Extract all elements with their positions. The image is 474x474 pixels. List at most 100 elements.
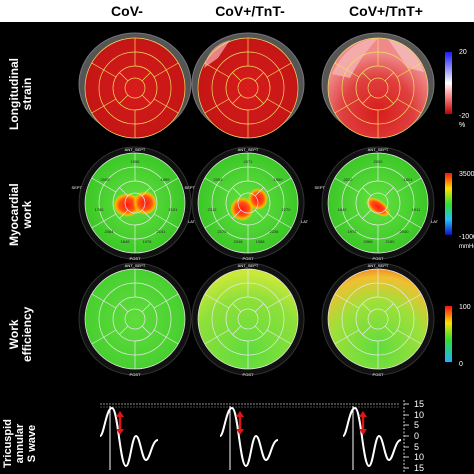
segment-divider — [384, 303, 394, 313]
efficiency-label-top: ANT_SEPT — [125, 263, 146, 268]
segment-divider — [396, 293, 422, 309]
work-hotspot — [365, 197, 391, 217]
strain-bullseye — [85, 38, 185, 138]
segment-divider — [119, 303, 129, 313]
arrow-head-down — [359, 429, 367, 435]
work-label-left: SEPT — [72, 185, 83, 190]
work-segment-value: 2066 — [364, 239, 374, 244]
strain-scale-max: 20 — [459, 49, 467, 56]
segment-divider — [266, 177, 292, 193]
segment-divider — [232, 303, 242, 313]
efficiency-colorbar — [445, 306, 452, 362]
segment-divider — [266, 213, 292, 229]
column-header-cov-neg: CoV- — [111, 3, 143, 19]
efficiency-label-top: ANT_SEPT — [238, 263, 259, 268]
segment-divider — [141, 94, 151, 104]
work-label-top: ANT_SEPT — [238, 147, 259, 152]
work-segment-value: 2270 — [282, 207, 292, 212]
segment-divider — [396, 62, 422, 78]
tricuspid-wave — [99, 406, 159, 468]
work-segment-value: 2312 — [208, 207, 218, 212]
work-grid — [327, 152, 429, 254]
work-segment-value: 1842 — [338, 207, 348, 212]
efficiency-bullseye — [198, 269, 298, 369]
efficiency-label-bottom: POST — [130, 372, 141, 377]
strain-grid — [327, 37, 429, 139]
work-label-bottom: POST — [130, 256, 141, 261]
strain-grid — [84, 37, 186, 139]
segment-divider — [384, 72, 394, 82]
segment-ring — [237, 192, 259, 214]
work-segment-value: 1801 — [404, 177, 414, 182]
segment-divider — [384, 187, 394, 197]
work-segment-value: 2084 — [105, 229, 115, 234]
segment-divider — [362, 187, 372, 197]
work-segment-value: 1911 — [412, 207, 421, 212]
segment-divider — [266, 98, 292, 114]
segment-divider — [204, 329, 230, 345]
segment-divider — [334, 62, 360, 78]
work-segment-value: 1972 — [348, 229, 358, 234]
efficiency-scale-max: 100 — [459, 304, 471, 311]
strain-grid — [197, 37, 299, 139]
segment-divider — [232, 187, 242, 197]
segment-divider — [91, 98, 117, 114]
work-segment-value: 2151 — [157, 229, 167, 234]
segment-divider — [119, 325, 129, 335]
work-segment-value: 1960 — [274, 177, 284, 182]
strain-bullseye — [198, 38, 298, 138]
segment-divider — [119, 94, 129, 104]
segment-divider — [254, 187, 264, 197]
efficiency-grid — [327, 268, 429, 370]
work-scale-max: 3500 — [459, 171, 474, 178]
segment-divider — [384, 325, 394, 335]
segment-divider — [91, 177, 117, 193]
segment-divider — [91, 213, 117, 229]
wave-axis-tick-label: 15 — [414, 399, 424, 409]
segment-divider — [384, 94, 394, 104]
segment-divider — [232, 94, 242, 104]
segment-divider — [334, 293, 360, 309]
work-segment-value: 2236 — [270, 229, 280, 234]
segment-divider — [396, 329, 422, 345]
work-label-bottom: POST — [243, 256, 254, 261]
work-label-left: SEPT — [315, 185, 326, 190]
segment-divider — [266, 293, 292, 309]
segment-divider — [254, 303, 264, 313]
segment-divider — [91, 329, 117, 345]
wave-axis-tick-label: 10 — [414, 452, 424, 462]
segment-divider — [153, 213, 179, 229]
segment-ring — [124, 192, 146, 214]
segment-divider — [362, 72, 372, 82]
segment-ring — [124, 77, 146, 99]
segment-divider — [254, 209, 264, 219]
strain-scale-min: -20 — [459, 113, 469, 120]
arrow-head-up — [116, 411, 124, 417]
work-segment-value: 2022 — [344, 177, 354, 182]
wave-axis-tick-label: 0 — [414, 431, 419, 441]
work-hotspot — [248, 188, 268, 210]
work-label-right: LAT — [188, 219, 196, 224]
column-header-cov-pos-tnt-neg: CoV+/TnT- — [215, 3, 285, 19]
wave-axis-tick-label: 5 — [414, 442, 419, 452]
work-segment-value: 2180 — [386, 239, 396, 244]
segment-divider — [91, 293, 117, 309]
arrow-head-down — [236, 429, 244, 435]
segment-divider — [266, 329, 292, 345]
segment-divider — [153, 62, 179, 78]
work-segment-value: 1899 — [161, 177, 171, 182]
efficiency-label-bottom: POST — [243, 372, 254, 377]
segment-divider — [232, 72, 242, 82]
segment-divider — [254, 94, 264, 104]
work-segment-value: 2175 — [218, 229, 228, 234]
column-header-cov-pos-tnt-pos: CoV+/TnT+ — [349, 3, 423, 19]
segment-divider — [141, 303, 151, 313]
work-label-top: ANT_SEPT — [125, 147, 146, 152]
segment-divider — [204, 98, 230, 114]
segment-divider — [141, 72, 151, 82]
segment-divider — [362, 94, 372, 104]
strain-colorbar — [445, 52, 452, 114]
work-segment-value: 2009 — [101, 177, 111, 182]
